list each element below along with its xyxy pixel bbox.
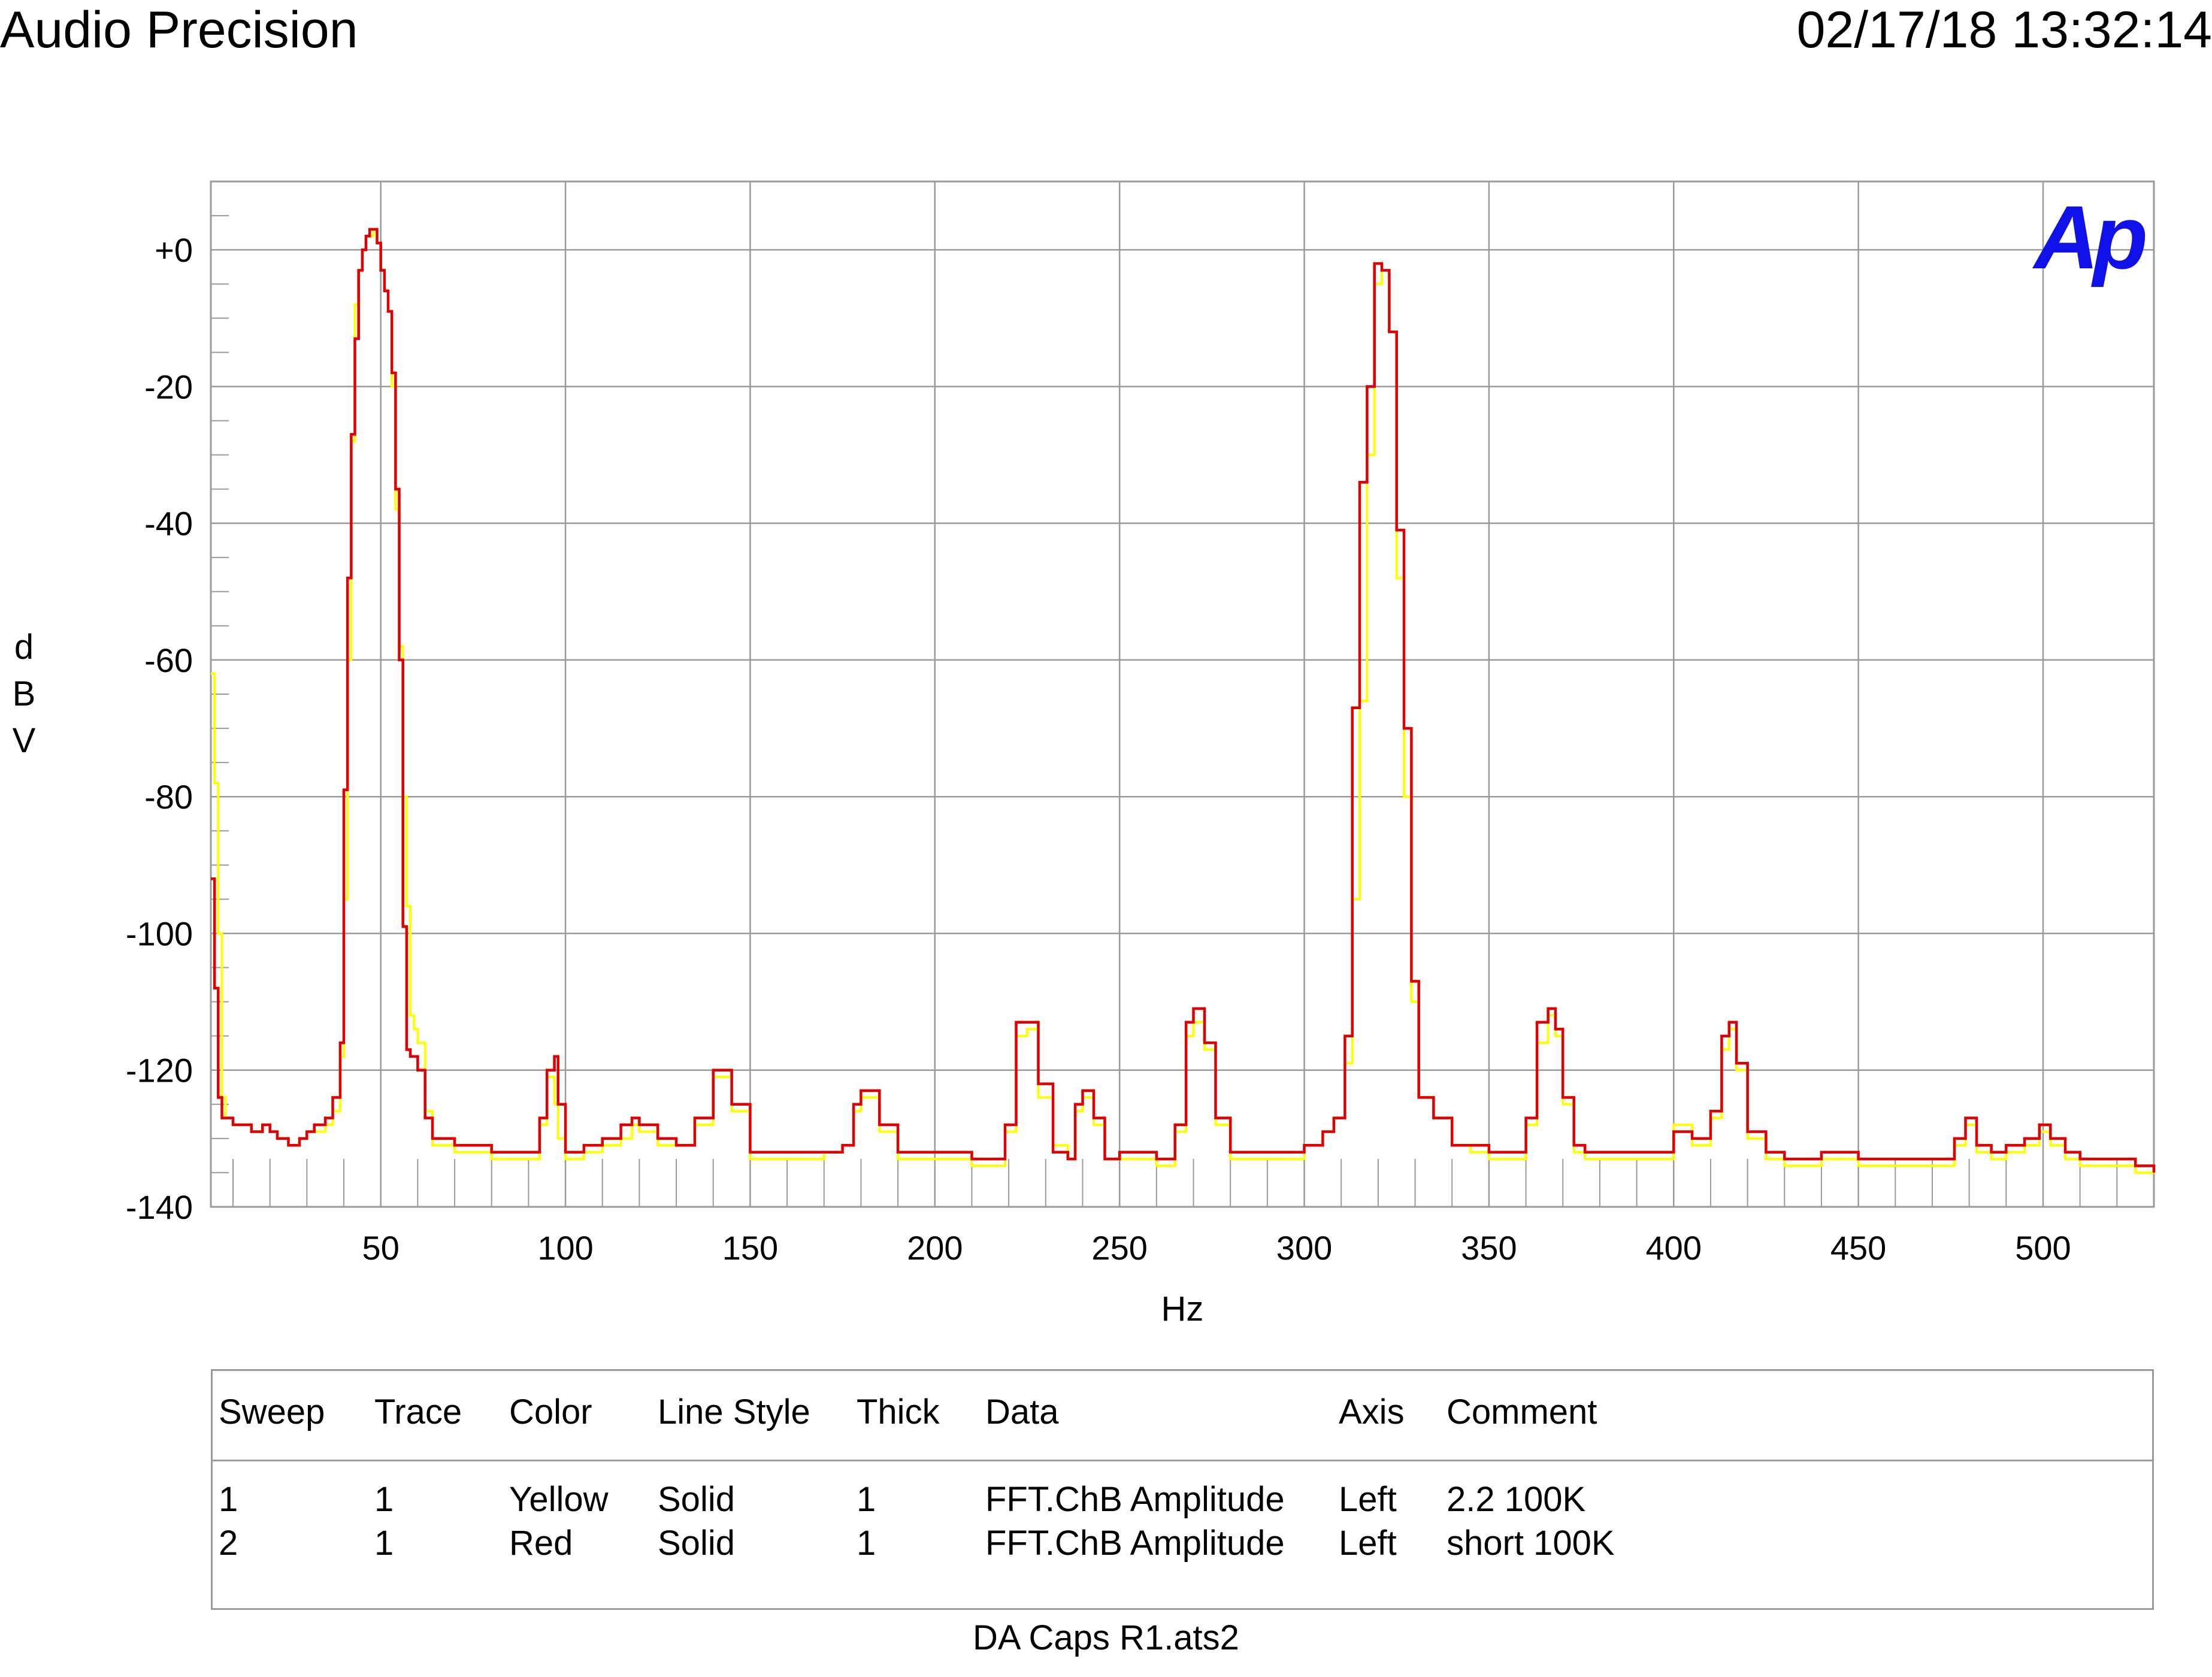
legend-table: Sweep Trace Color Line Style Thick Data … [211,1369,2154,1610]
y-tick-label: -120 [126,1052,193,1089]
x-tick-label: 200 [907,1229,963,1267]
legend-cell: 1 [857,1524,876,1563]
series-line-1 [211,228,2155,1174]
legend-cell: 2 [219,1524,238,1563]
x-tick-label: 400 [1646,1229,1702,1267]
x-tick-label: 150 [722,1229,778,1267]
y-tick-label: -20 [144,368,193,405]
legend-header-sweep: Sweep [219,1393,325,1431]
legend-header-thick: Thick [857,1393,940,1431]
x-tick-label: 250 [1091,1229,1147,1267]
legend-cell: 1 [219,1480,238,1519]
legend-cell: 1 [374,1480,394,1519]
y-tick-label: -60 [144,641,193,679]
x-axis-label: Hz [1161,1289,1204,1328]
legend-header-line-style: Line Style [658,1393,810,1431]
x-tick-label: 300 [1276,1229,1332,1267]
legend-cell: 2.2 100K [1447,1480,1586,1519]
legend-divider [213,1460,2152,1461]
y-tick-label: +0 [155,231,193,269]
y-tick-label: -40 [144,505,193,543]
x-tick-label: 50 [362,1229,400,1267]
legend-cell: Solid [658,1480,735,1519]
legend-cell: FFT.ChB Amplitude [985,1524,1285,1563]
legend-cell: Solid [658,1524,735,1563]
legend-header-data: Data [985,1393,1059,1431]
legend-cell: short 100K [1447,1524,1615,1563]
legend-cell: Left [1339,1480,1397,1519]
y-tick-label: -140 [126,1188,193,1226]
header-title: Audio Precision [0,1,358,59]
x-tick-label: 450 [1830,1229,1886,1267]
header-timestamp: 02/17/18 13:32:14 [1796,1,2212,59]
y-tick-label: -80 [144,778,193,816]
legend-cell: Left [1339,1524,1397,1563]
series-line-2 [211,228,2156,1173]
ap-logo: Ap [2032,187,2145,287]
legend-cell: FFT.ChB Amplitude [985,1480,1285,1519]
plot-frame [210,180,2155,1208]
x-tick-label: 350 [1461,1229,1517,1267]
legend-cell: 1 [857,1480,876,1519]
legend-header-trace: Trace [374,1393,462,1431]
legend-cell: Red [509,1524,573,1563]
legend-cell: 1 [374,1524,394,1563]
file-name: DA Caps R1.ats2 [973,1618,1239,1657]
fft-chart: +0 -20 -40 -60 -80 -100 -120 -140 50 100 150 200 250… [13,180,2156,1328]
legend-header-comment: Comment [1447,1393,1597,1431]
legend-cell: Yellow [509,1480,609,1519]
x-tick-label: 500 [2015,1229,2071,1267]
legend-header-axis: Axis [1339,1393,1405,1431]
legend-header-color: Color [509,1393,592,1431]
y-tick-label: -100 [126,915,193,952]
x-tick-label: 100 [537,1229,593,1267]
